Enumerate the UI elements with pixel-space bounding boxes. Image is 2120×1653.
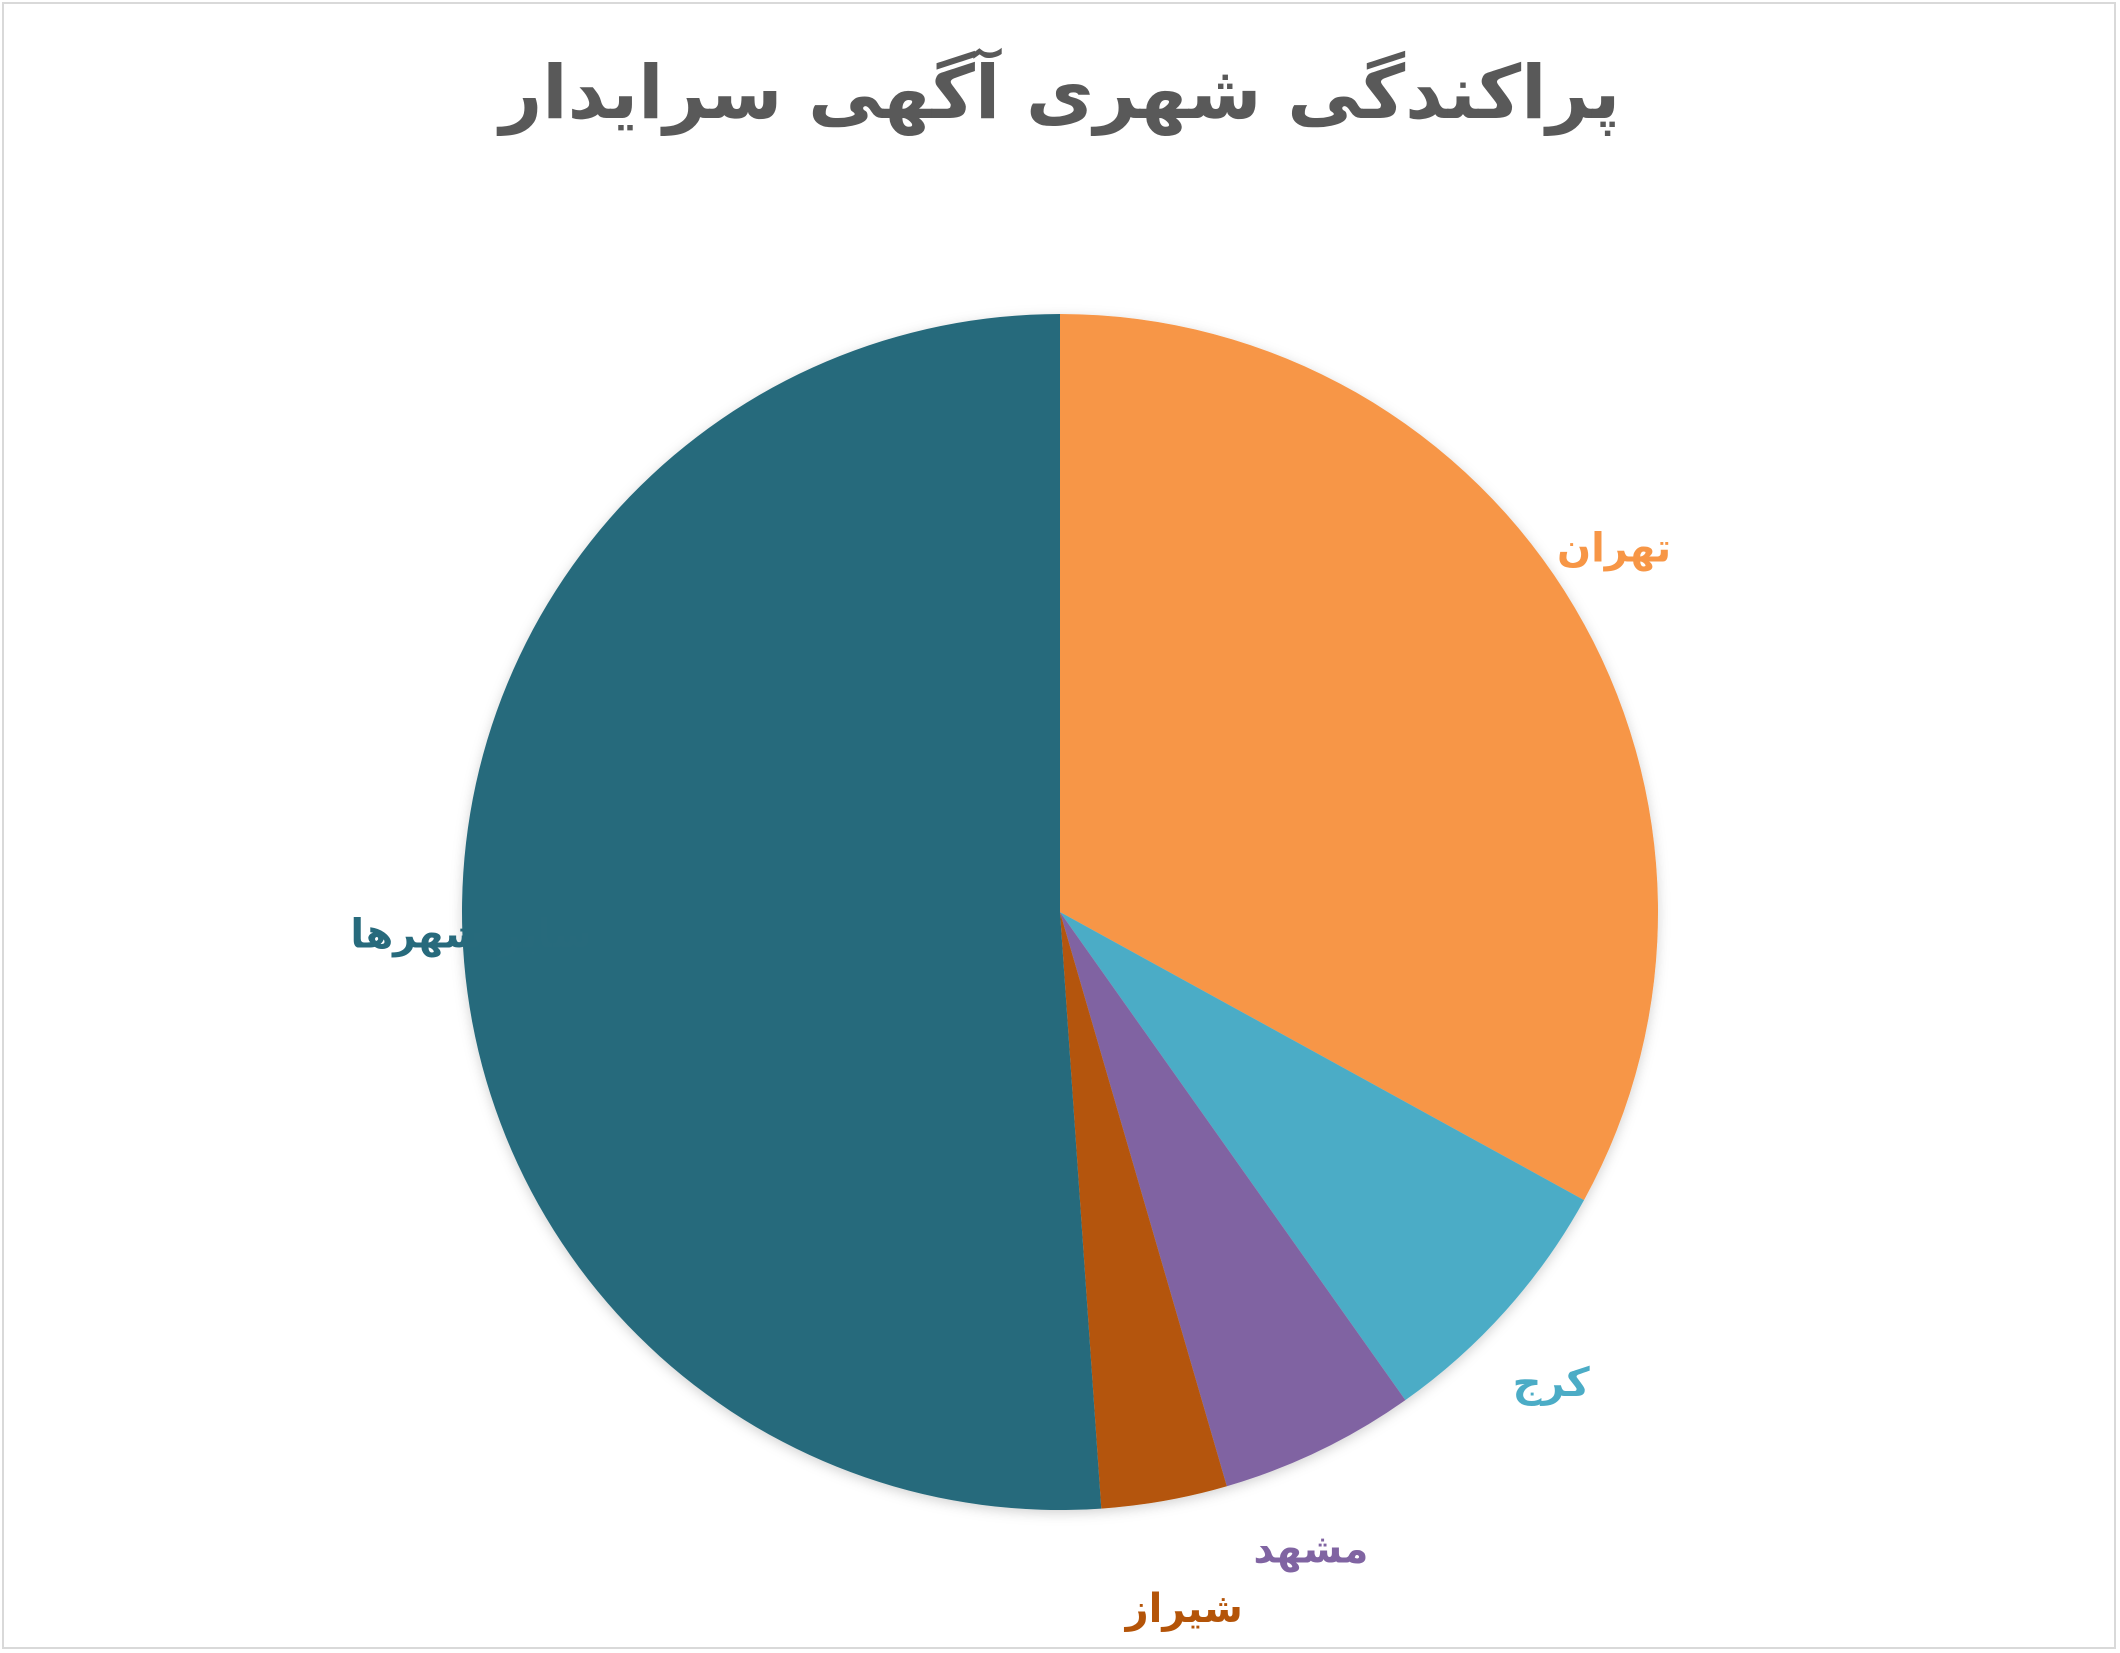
pie-slice [1060,912,1406,1487]
pie-slice [1060,912,1585,1401]
chart-title: پراکندگی شهری آگهی سرایدار [499,50,1621,136]
slice-label: تهران [1557,526,1671,572]
pie-slice [461,314,1102,1510]
slice-label: شیراز [1124,1586,1243,1632]
slice-label: کرج [1513,1360,1591,1406]
slice-label: مشهد [1253,1527,1368,1573]
slice-label: سایر شهرها [350,912,592,958]
pie-slices [461,314,1659,1510]
pie-slice [1060,314,1659,1201]
pie-slice [1060,912,1227,1509]
